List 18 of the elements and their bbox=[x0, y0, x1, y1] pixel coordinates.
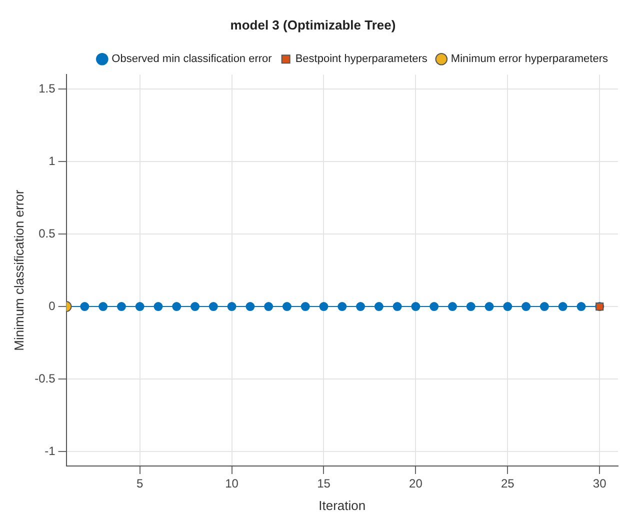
y-tick-label: 1 bbox=[48, 154, 56, 168]
y-tick-label: -1 bbox=[44, 444, 56, 458]
x-tick-label: 15 bbox=[317, 476, 331, 491]
legend-label: Minimum error hyperparameters bbox=[450, 53, 608, 66]
x-tick-label: 20 bbox=[409, 476, 423, 491]
y-tick-label: 0 bbox=[48, 298, 56, 313]
x-tick-label: 30 bbox=[592, 476, 607, 491]
y-axis-title: Minimum classification error bbox=[11, 189, 26, 351]
chart-title: model 3 (Optimizable Tree) bbox=[230, 17, 396, 32]
y-tick-label: 1.5 bbox=[38, 81, 56, 96]
x-tick-label: 25 bbox=[500, 476, 515, 491]
legend-label: Observed min classification error bbox=[112, 53, 272, 66]
x-axis-title: Iteration bbox=[318, 498, 366, 513]
legend-label: Bestpoint hyperparameters bbox=[295, 53, 428, 66]
x-tick-label: 5 bbox=[136, 476, 144, 491]
y-tick-label: -0.5 bbox=[34, 371, 56, 386]
y-tick-label: 0.5 bbox=[38, 226, 56, 240]
x-tick-label: 10 bbox=[225, 476, 239, 491]
